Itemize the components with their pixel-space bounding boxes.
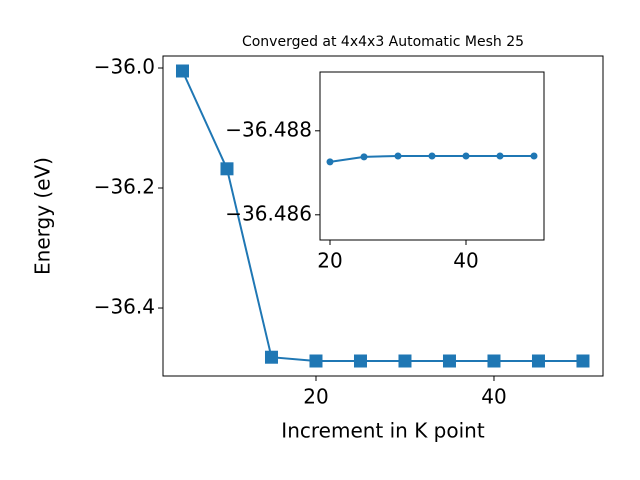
- marker: [530, 152, 538, 160]
- marker: [576, 354, 590, 368]
- y-tick-label: −36.488: [225, 117, 312, 141]
- x-tick-label: 40: [481, 385, 506, 409]
- x-tick-label: 40: [453, 249, 478, 273]
- marker: [175, 64, 189, 78]
- x-axis-label: Increment in K point: [281, 419, 485, 443]
- y-tick-label: −36.486: [225, 201, 312, 225]
- x-tick-label: 20: [317, 249, 342, 273]
- y-axis-label: Energy (eV): [31, 157, 55, 275]
- marker: [496, 152, 504, 160]
- marker: [531, 354, 545, 368]
- marker: [394, 152, 402, 160]
- marker: [360, 153, 368, 161]
- marker: [398, 354, 412, 368]
- series-line: [181, 70, 583, 362]
- marker: [442, 354, 456, 368]
- marker: [309, 354, 323, 368]
- marker: [326, 158, 334, 166]
- marker: [220, 162, 234, 176]
- y-tick-label: −36.0: [94, 55, 155, 79]
- chart-title: Converged at 4x4x3 Automatic Mesh 25: [242, 34, 524, 50]
- marker: [264, 350, 278, 364]
- marker: [428, 152, 436, 160]
- marker: [487, 354, 501, 368]
- y-tick-label: −36.4: [94, 295, 155, 319]
- marker: [462, 152, 470, 160]
- x-tick-label: 20: [303, 385, 328, 409]
- marker: [353, 354, 367, 368]
- y-tick-label: −36.2: [94, 175, 155, 199]
